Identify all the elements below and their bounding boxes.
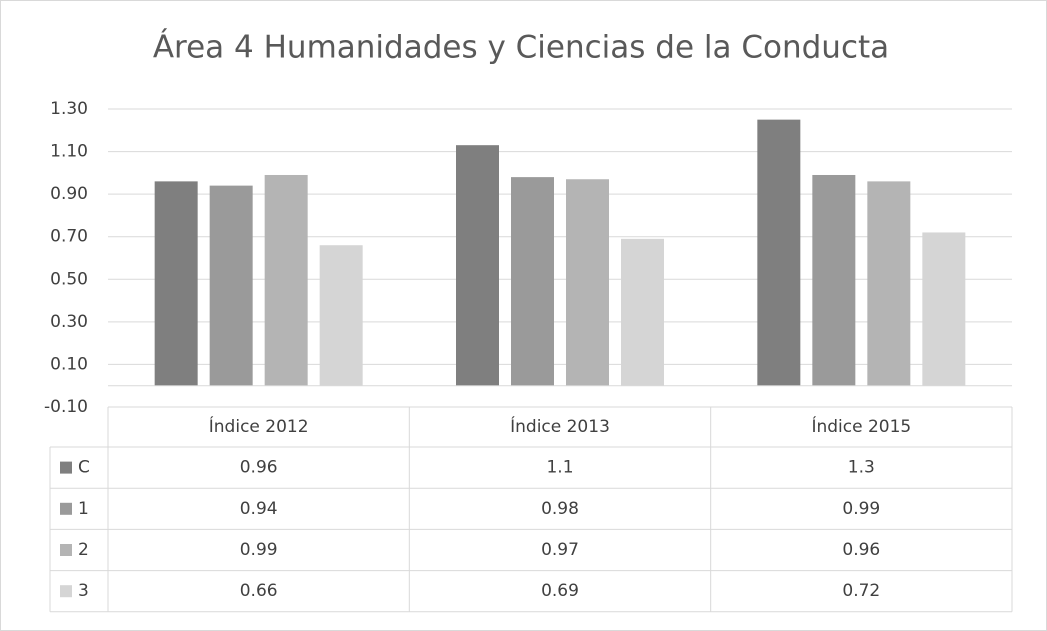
y-tick-label: 0.30 xyxy=(50,312,88,332)
bar xyxy=(209,185,253,386)
bar xyxy=(621,238,664,386)
bar xyxy=(456,145,499,386)
bar xyxy=(812,174,856,386)
y-tick-label: 1.30 xyxy=(50,99,88,119)
x-tick-label: Índice 2012 xyxy=(209,415,309,437)
bar xyxy=(757,119,801,386)
table-value: 0.98 xyxy=(541,499,579,519)
y-tick-label: 0.70 xyxy=(50,227,88,247)
legend-label: 3 xyxy=(78,581,89,601)
bar xyxy=(867,181,911,386)
y-tick-label: 1.10 xyxy=(50,142,88,162)
table-value: 0.72 xyxy=(842,581,880,601)
chart-title: Área 4 Humanidades y Ciencias de la Cond… xyxy=(153,30,889,66)
y-tick-label: 0.50 xyxy=(50,269,88,289)
table-value: 0.97 xyxy=(541,540,579,560)
table-value: 0.94 xyxy=(240,499,278,519)
table-value: 0.96 xyxy=(842,540,880,560)
table-value: 1.3 xyxy=(848,458,875,478)
legend-swatch xyxy=(60,585,72,598)
legend-swatch xyxy=(60,544,72,556)
legend-swatch xyxy=(60,461,72,474)
x-tick-label: Índice 2013 xyxy=(510,415,610,437)
legend-label: 2 xyxy=(78,540,89,560)
bar xyxy=(319,245,363,386)
bar xyxy=(922,232,966,386)
table-value: 0.69 xyxy=(541,581,579,601)
table-value: 0.99 xyxy=(842,499,880,519)
legend-swatch xyxy=(60,502,72,515)
table-value: 0.96 xyxy=(240,458,278,478)
table-value: 1.1 xyxy=(546,458,573,478)
legend-label: 1 xyxy=(78,499,89,519)
bar xyxy=(511,177,554,386)
y-tick-label: 0.10 xyxy=(50,354,88,374)
y-tick-label: -0.10 xyxy=(44,397,88,417)
legend-label: C xyxy=(78,458,90,478)
x-tick-label: Índice 2015 xyxy=(811,415,911,437)
bar xyxy=(264,174,308,386)
y-tick-label: 0.90 xyxy=(50,184,88,204)
bar xyxy=(566,179,609,386)
table-value: 0.99 xyxy=(240,540,278,560)
table-value: 0.66 xyxy=(240,581,278,601)
bar xyxy=(154,181,198,386)
